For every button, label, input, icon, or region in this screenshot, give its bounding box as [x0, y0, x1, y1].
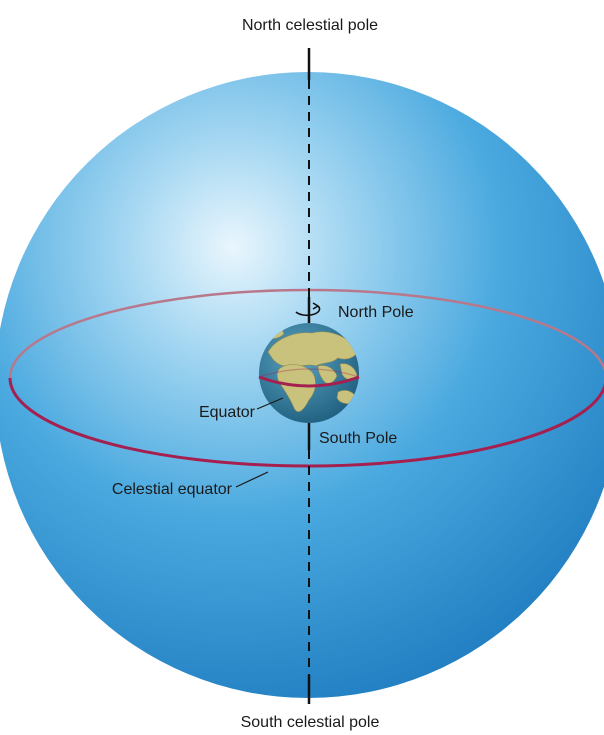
south-pole-label: South Pole	[319, 430, 397, 447]
rotation-arrow-icon	[295, 302, 321, 317]
earth-equator	[258, 375, 360, 388]
celestial-equator-label: Celestial equator	[112, 481, 233, 498]
south-celestial-pole-label: South celestial pole	[241, 714, 380, 731]
earth	[258, 323, 360, 423]
north-celestial-pole-label: North celestial pole	[242, 17, 378, 34]
equator-leader-line	[256, 397, 284, 410]
north-pole-label: North Pole	[338, 304, 414, 321]
celestial-equator-leader-line	[235, 471, 269, 488]
equator-label: Equator	[199, 404, 256, 421]
